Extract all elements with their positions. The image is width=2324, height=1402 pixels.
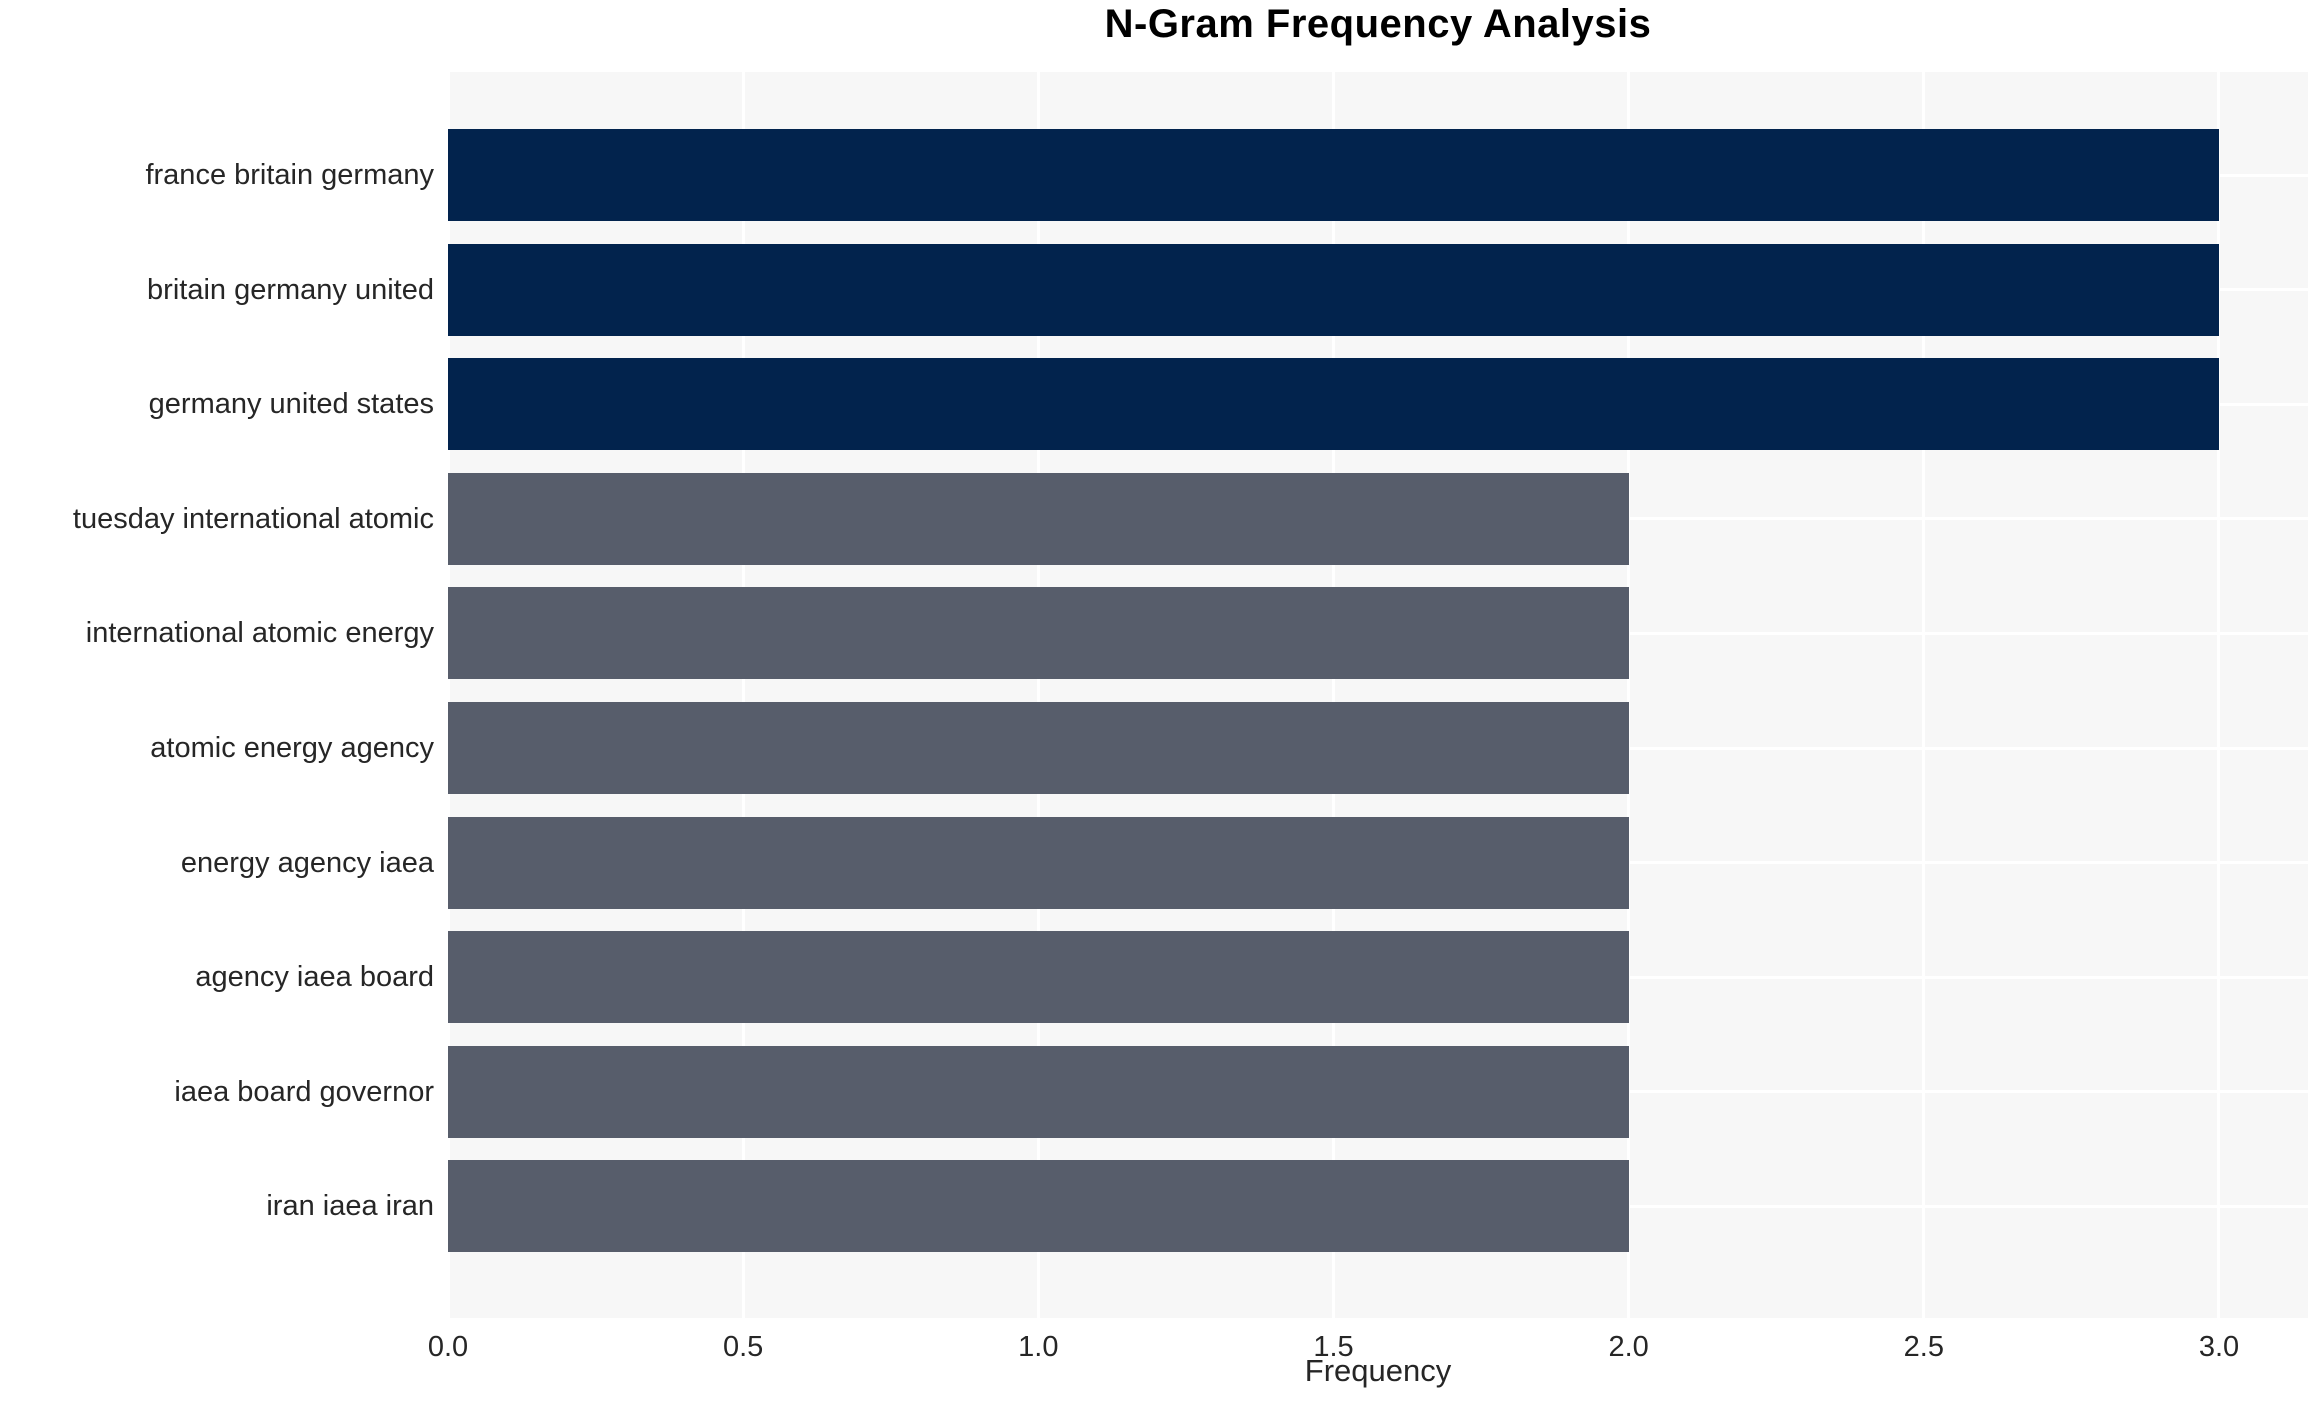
bar [448,1045,1629,1138]
x-tick-label: 2.0 [1608,1331,1649,1363]
y-tick-label: tuesday international atomic [72,502,434,535]
y-tick-label: iaea board governor [174,1075,434,1108]
bar [448,1160,1629,1253]
v-gridline [1036,72,1040,1318]
x-tick-label: 3.0 [2198,1331,2240,1363]
bar [448,587,1629,680]
x-tick-label: 1.5 [1313,1331,1354,1363]
v-gridline [2217,72,2221,1318]
y-tick-label: agency iaea board [195,961,434,994]
y-tick-label: france britain germany [145,159,434,191]
v-gridline [1331,72,1335,1318]
x-tick-label: 0.5 [722,1331,764,1363]
bar [448,931,1629,1024]
v-gridline [446,72,450,1318]
plot-area [446,72,2308,1318]
y-tick-label: britain germany united [147,273,434,306]
y-tick-label: energy agency iaea [180,846,434,879]
v-gridline [1627,72,1631,1318]
y-tick-label: iran iaea iran [266,1190,434,1223]
bar [448,816,1629,909]
bar [448,129,2219,221]
y-tick-label: germany united states [148,388,434,421]
bar [448,702,1629,794]
bar [448,243,2219,336]
x-tick-label: 0.0 [427,1331,469,1363]
y-tick-label: international atomic energy [85,617,434,650]
x-tick-label: 2.5 [1903,1331,1944,1363]
bar [448,358,2219,451]
x-axis-label: Frequency [1304,1353,1452,1388]
x-tick-label: 1.0 [1018,1331,1059,1363]
chart-title: N-Gram Frequency Analysis [1104,2,1652,46]
y-tick-label: atomic energy agency [150,732,434,764]
v-gridline [1922,72,1926,1318]
v-gridline [741,72,745,1318]
bar [448,472,1629,565]
